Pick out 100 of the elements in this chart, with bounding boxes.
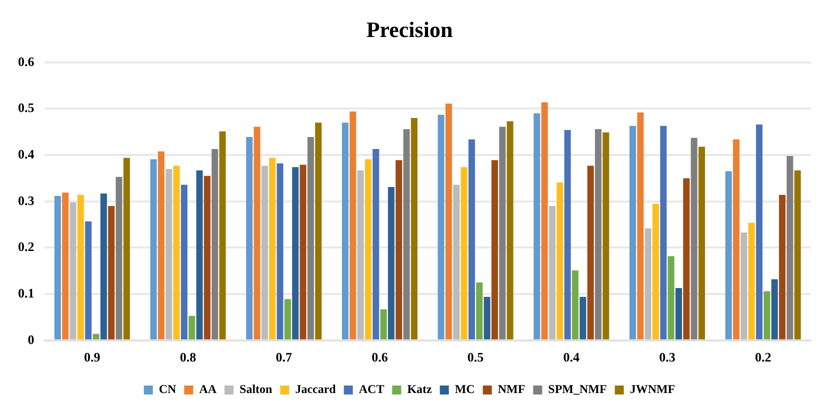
bar [372, 149, 380, 340]
legend-label: CN [158, 382, 177, 396]
bar [396, 160, 402, 340]
bar [580, 296, 586, 340]
bar [123, 158, 130, 340]
bar [380, 309, 387, 340]
bar [794, 170, 801, 340]
bar [690, 138, 698, 340]
bar [476, 282, 483, 340]
bar [572, 270, 578, 340]
bar [548, 206, 556, 340]
legend-label: NMF [498, 382, 526, 396]
bar [364, 159, 372, 340]
bar [556, 182, 564, 340]
bar [629, 126, 636, 340]
legend-label: ACT [358, 382, 384, 396]
bar [506, 121, 514, 340]
bar [778, 194, 786, 340]
bar [675, 288, 682, 340]
bar [453, 184, 460, 340]
bar [342, 122, 348, 340]
bar [637, 112, 644, 340]
bar [484, 296, 490, 340]
bar [269, 158, 276, 340]
bar [166, 168, 172, 340]
bar [85, 221, 92, 340]
x-tick-label: 0.3 [659, 350, 676, 365]
bar [276, 163, 284, 340]
x-tick-label: 0.2 [754, 350, 772, 365]
bar [350, 112, 356, 340]
bar [357, 170, 364, 340]
legend-label: Salton [240, 382, 273, 396]
legend-label: Katz [407, 382, 433, 396]
bar [300, 164, 306, 340]
bar [54, 196, 61, 340]
y-tick-label: 0.5 [18, 100, 35, 116]
bar [158, 151, 164, 340]
bar [108, 206, 115, 340]
bar [732, 139, 740, 340]
bar [261, 166, 268, 340]
bar [196, 170, 203, 340]
bar [77, 194, 84, 340]
bar [246, 136, 253, 340]
y-tick-label: 0.4 [18, 146, 35, 162]
bar [212, 149, 218, 340]
bar [188, 316, 196, 340]
bar [499, 126, 506, 340]
x-tick-label: 0.7 [276, 350, 292, 365]
bar [307, 136, 314, 340]
bar [564, 130, 571, 340]
bar [683, 178, 690, 340]
bar [403, 129, 410, 340]
y-tick-label: 0.2 [18, 239, 34, 254]
bar [92, 334, 100, 340]
bar [644, 228, 652, 340]
y-tick-label: 0.6 [18, 54, 35, 69]
bar [602, 132, 610, 340]
y-tick-label: 0.1 [18, 285, 34, 300]
bar [284, 299, 291, 340]
bar [771, 279, 778, 340]
y-tick-label: 0 [28, 332, 34, 347]
x-tick-label: 0.8 [180, 350, 197, 365]
bar [468, 139, 475, 340]
bar [740, 232, 748, 340]
bar [150, 159, 157, 340]
bar [698, 146, 705, 340]
chart-title: Precision [366, 16, 453, 42]
bar [438, 114, 444, 340]
bar [204, 176, 210, 340]
bar [756, 124, 763, 340]
bar [180, 184, 188, 340]
legend-label: JWNMF [630, 382, 676, 396]
legend-label: AA [199, 382, 217, 396]
bar [410, 118, 418, 340]
bar [445, 104, 452, 340]
bar [460, 167, 468, 340]
legend-label: MC [454, 382, 475, 396]
x-tick-label: 0.4 [563, 350, 580, 365]
bar [292, 167, 299, 340]
bar [764, 291, 770, 340]
bar [786, 156, 794, 340]
bar [725, 171, 732, 340]
bar [541, 102, 548, 340]
bar [173, 166, 180, 340]
bar [315, 122, 322, 340]
x-tick-label: 0.9 [84, 350, 101, 365]
bar [534, 113, 540, 340]
bar [587, 166, 594, 340]
legend-label: SPM_NMF [548, 382, 607, 396]
bar [100, 194, 107, 340]
bar [70, 202, 76, 340]
x-tick-label: 0.5 [467, 350, 484, 365]
bar [116, 176, 122, 340]
x-tick-label: 0.6 [372, 350, 388, 365]
bar [594, 129, 602, 340]
bar [254, 126, 260, 340]
legend-label: Jaccard [295, 382, 336, 396]
bar [748, 222, 755, 340]
bar [660, 126, 667, 340]
bar [652, 204, 659, 340]
